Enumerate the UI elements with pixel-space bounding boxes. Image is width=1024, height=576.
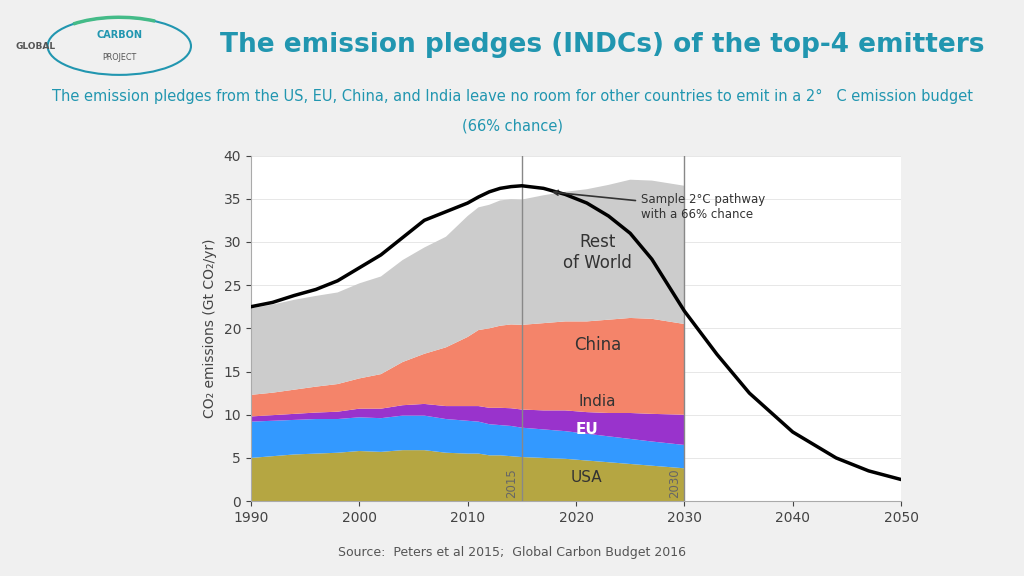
Text: GLOBAL: GLOBAL — [15, 41, 55, 51]
Text: EU: EU — [575, 422, 598, 437]
Text: Sample 2°C pathway
with a 66% chance: Sample 2°C pathway with a 66% chance — [554, 191, 765, 221]
Text: 2015: 2015 — [506, 468, 518, 498]
Text: Source:  Peters et al 2015;  Global Carbon Budget 2016: Source: Peters et al 2015; Global Carbon… — [338, 545, 686, 559]
Text: India: India — [579, 394, 616, 409]
Text: 2030: 2030 — [668, 468, 681, 498]
Text: PROJECT: PROJECT — [102, 53, 136, 62]
Text: The emission pledges (INDCs) of the top-4 emitters: The emission pledges (INDCs) of the top-… — [220, 32, 985, 58]
Text: CARBON: CARBON — [96, 29, 142, 40]
Y-axis label: CO₂ emissions (Gt CO₂/yr): CO₂ emissions (Gt CO₂/yr) — [203, 238, 217, 418]
Text: (66% chance): (66% chance) — [462, 118, 562, 133]
Text: The emission pledges from the US, EU, China, and India leave no room for other c: The emission pledges from the US, EU, Ch… — [51, 89, 973, 104]
Text: USA: USA — [571, 470, 603, 485]
Text: China: China — [574, 336, 622, 354]
Text: Rest
of World: Rest of World — [563, 233, 632, 272]
